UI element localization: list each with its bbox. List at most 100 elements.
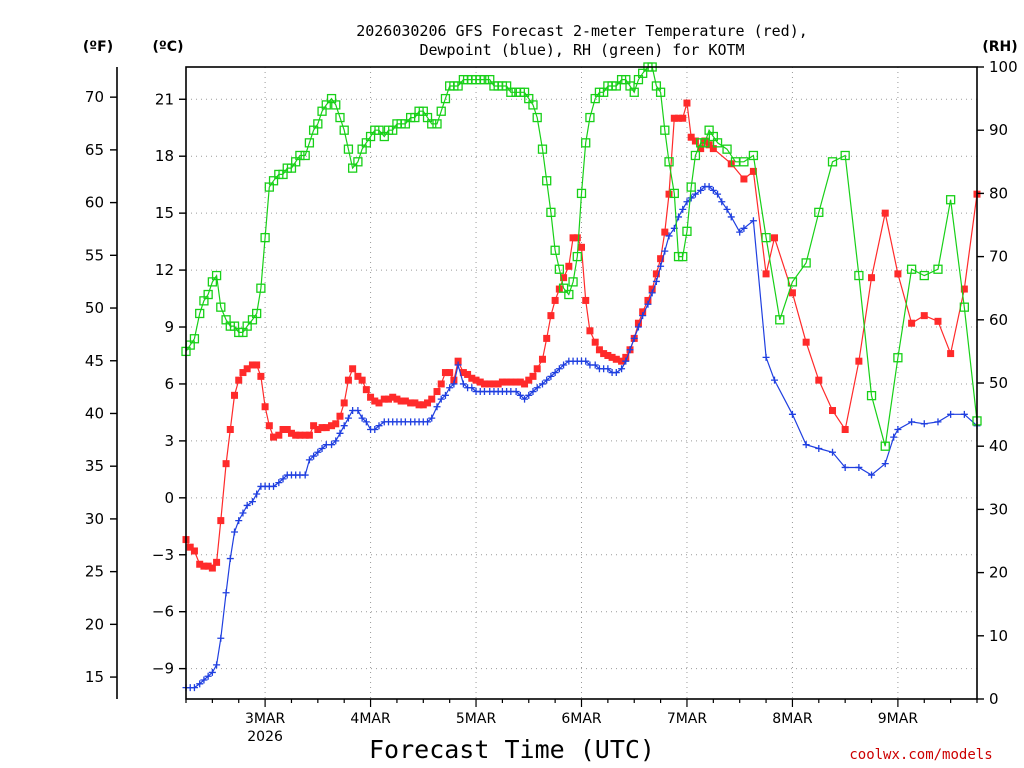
temperature-point <box>538 355 546 363</box>
temperature-point <box>204 562 212 570</box>
dewpoint-point <box>691 190 699 198</box>
rh-point <box>195 308 205 319</box>
rh-point <box>854 270 864 281</box>
temperature-point <box>670 114 678 122</box>
rh-point <box>678 251 688 262</box>
temperature-point <box>270 433 278 441</box>
fahrenheit-tick-label: 45 <box>85 352 104 370</box>
fahrenheit-tick-label: 65 <box>85 141 104 159</box>
temperature-point <box>855 357 863 365</box>
dewpoint-point <box>529 388 537 396</box>
rh-tick-label: 10 <box>989 627 1008 645</box>
dewpoint-point <box>934 418 942 426</box>
temperature-point <box>498 378 506 386</box>
dewpoint-point <box>301 471 309 479</box>
temperature-point <box>476 378 484 386</box>
rh-point <box>906 264 917 274</box>
temperature-point <box>512 378 520 386</box>
rh-point <box>690 150 701 161</box>
dewpoint-point <box>920 420 928 428</box>
temperature-point <box>612 355 620 363</box>
dewpoint-point <box>354 407 362 415</box>
dewpoint-point <box>736 228 744 236</box>
temperature-point <box>468 374 476 382</box>
dewpoint-point <box>749 217 757 225</box>
rh-tick-label: 20 <box>989 564 1008 582</box>
temperature-point <box>947 350 955 358</box>
dewpoint-point <box>652 277 660 285</box>
dewpoint-point <box>634 323 642 331</box>
temperature-point <box>261 403 269 411</box>
rh-point <box>304 138 315 148</box>
rh-point <box>638 68 648 78</box>
temperature-point <box>318 424 326 432</box>
dewpoint-point <box>454 361 462 369</box>
celsius-tick-label: 12 <box>155 261 174 279</box>
rh-point <box>669 188 679 199</box>
rh-point <box>554 264 565 274</box>
rh-tick-label: 50 <box>989 374 1008 392</box>
dewpoint-point <box>468 384 476 392</box>
rh-axis: 0 10 20 30 40 50 60 70 80 90 100 <box>977 58 1018 708</box>
rh-point <box>506 87 516 97</box>
dewpoint-point <box>340 422 348 430</box>
dewpoint-point <box>226 555 234 563</box>
temperature-point <box>960 285 968 293</box>
rh-point <box>558 283 569 293</box>
temperature-point <box>569 234 577 242</box>
rh-point <box>775 315 785 325</box>
temperature-point <box>275 431 283 439</box>
temperature-point <box>490 380 498 388</box>
rh-tick-label: 0 <box>989 690 999 708</box>
temperature-point <box>687 133 695 141</box>
celsius-axis: −9 −6 −3 0 3 6 9 12 15 18 21 <box>152 90 186 678</box>
rh-point <box>300 150 310 161</box>
dewpoint-point <box>604 365 612 373</box>
fahrenheit-tick-label: 60 <box>85 194 104 212</box>
rh-point <box>761 232 771 243</box>
rh-point <box>479 74 490 85</box>
temperature-point <box>802 338 810 346</box>
temperature-point <box>595 346 603 354</box>
time-tick-label: 3MAR <box>245 711 286 727</box>
temperature-point <box>287 429 295 437</box>
rh-point <box>550 245 560 255</box>
celsius-tick-label: −9 <box>152 660 174 678</box>
temperature-point <box>582 296 590 304</box>
celsius-tick-label: 15 <box>155 204 174 222</box>
temperature-point <box>222 460 230 468</box>
dewpoint-point <box>222 589 230 597</box>
fahrenheit-tick-label: 30 <box>85 510 104 528</box>
rh-point <box>313 119 323 129</box>
dewpoint-point <box>697 186 705 194</box>
temperature-point <box>480 380 488 388</box>
dewpoint-point <box>639 312 647 320</box>
dewpoint-point <box>318 444 326 452</box>
temperature-point <box>691 137 699 145</box>
series-layer <box>181 62 982 692</box>
temperature-point <box>533 365 541 373</box>
fahrenheit-tick-label: 50 <box>85 299 104 317</box>
dewpoint-point <box>868 471 876 479</box>
dewpoint-point <box>709 186 717 194</box>
rh-point <box>655 87 666 97</box>
dewpoint-point <box>890 433 898 441</box>
temperature-point <box>608 353 616 361</box>
temperature-point <box>591 338 599 346</box>
dewpoint-point <box>270 482 278 490</box>
dewpoint-point <box>538 380 546 388</box>
dewpoint-point <box>622 357 630 365</box>
rh-point <box>260 232 270 243</box>
rh-tick-label: 60 <box>989 311 1008 329</box>
temperature-point <box>407 399 415 407</box>
temperature-point <box>586 327 594 335</box>
temperature-point <box>762 270 770 278</box>
dewpoint-point <box>762 353 770 361</box>
rh-tick-label: 80 <box>989 184 1008 202</box>
time-tick-label: 9MAR <box>878 711 919 727</box>
temperature-point <box>639 308 647 316</box>
dewpoint-point <box>450 380 458 388</box>
temperature-point <box>283 425 291 433</box>
temperature-point <box>248 361 256 369</box>
rh-point <box>353 157 363 167</box>
